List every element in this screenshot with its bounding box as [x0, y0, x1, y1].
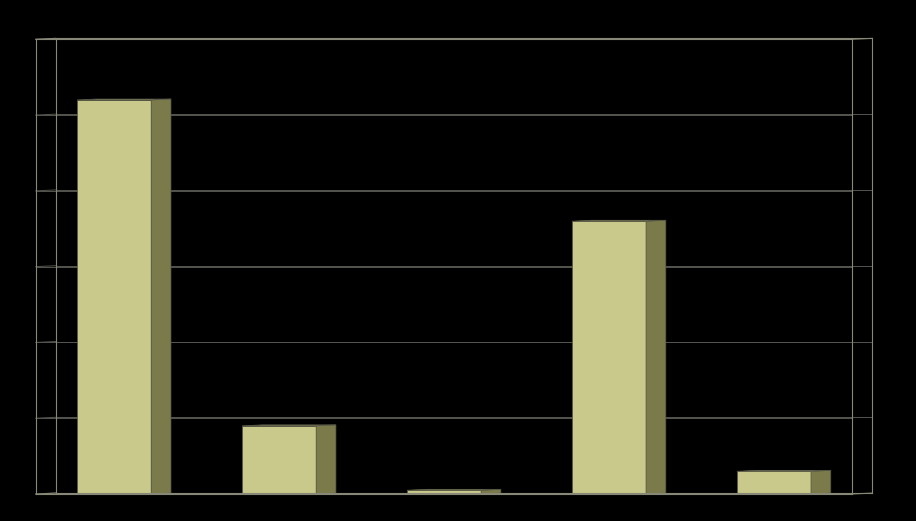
- Polygon shape: [77, 100, 151, 494]
- Polygon shape: [811, 470, 831, 494]
- Polygon shape: [151, 99, 171, 494]
- Polygon shape: [572, 221, 646, 494]
- Polygon shape: [407, 489, 501, 490]
- Polygon shape: [736, 470, 831, 472]
- Polygon shape: [316, 425, 336, 494]
- Polygon shape: [481, 489, 501, 494]
- Polygon shape: [242, 425, 336, 426]
- Polygon shape: [407, 490, 481, 494]
- Polygon shape: [736, 472, 811, 494]
- Polygon shape: [646, 220, 666, 494]
- Polygon shape: [242, 426, 316, 494]
- Polygon shape: [77, 99, 171, 100]
- Polygon shape: [572, 220, 666, 221]
